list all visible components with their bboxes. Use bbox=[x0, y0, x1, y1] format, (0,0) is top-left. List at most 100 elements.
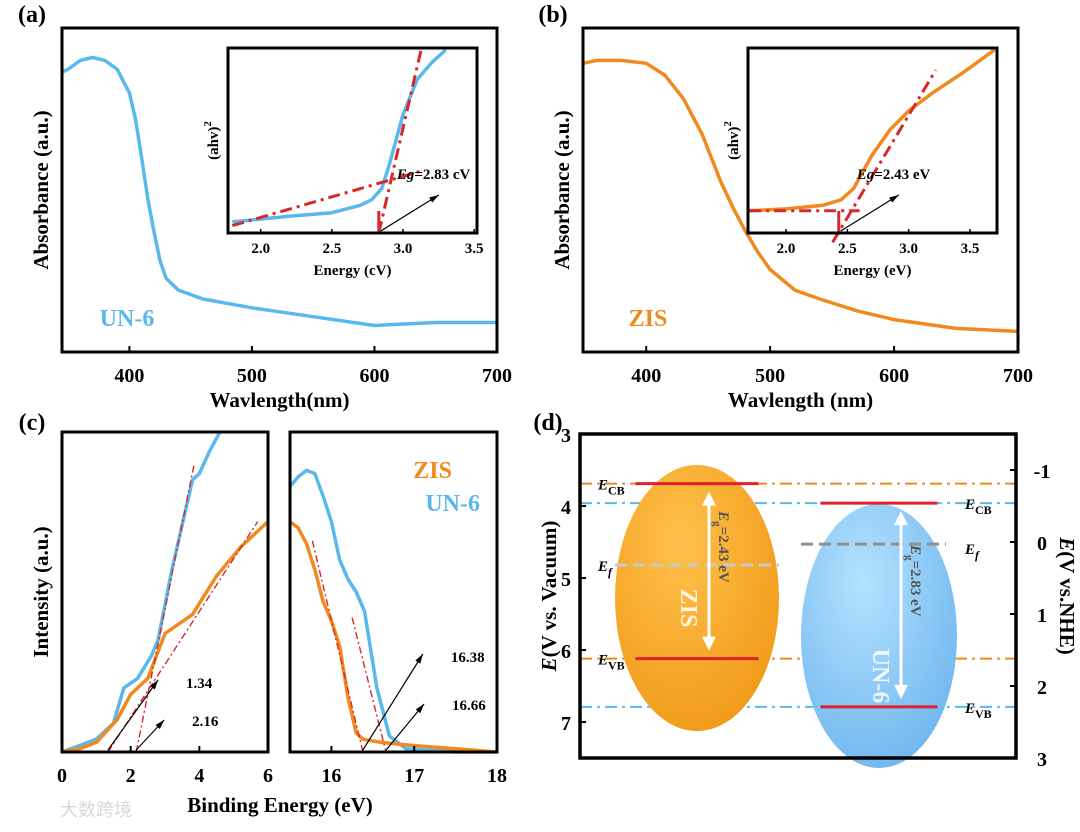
eg-arrow bbox=[840, 194, 900, 232]
right-axis-text: (V vs.NHE) bbox=[1055, 551, 1079, 654]
panel-label-a: (a) bbox=[18, 2, 46, 28]
right-tick-label: 1 bbox=[1037, 605, 1047, 627]
right-tick-label: -1 bbox=[1034, 461, 1051, 483]
e-symbol: E bbox=[597, 559, 608, 575]
e-symbol: E bbox=[964, 497, 975, 513]
panel-label-c: (c) bbox=[19, 410, 46, 436]
left-tick-label: 4 bbox=[561, 497, 571, 519]
fit-line bbox=[311, 540, 364, 753]
left-tick-label: 7 bbox=[561, 713, 571, 735]
bandgap-label: Eg=2.83 eV bbox=[903, 544, 923, 617]
annotation-arrow bbox=[362, 653, 424, 751]
fermi-label: Ef bbox=[597, 559, 613, 579]
x-tick-label: 400 bbox=[631, 365, 661, 387]
x-tick-label: 400 bbox=[114, 365, 144, 387]
x-axis-label: Wavlength (nm) bbox=[728, 388, 873, 412]
fit-line bbox=[231, 168, 425, 228]
arrow-head-down bbox=[702, 636, 716, 651]
e-symbol: E bbox=[537, 657, 561, 672]
subscript: CB bbox=[608, 484, 625, 498]
plot-frame-c-right bbox=[288, 430, 499, 754]
x-axis-label: Binding Energy (eV) bbox=[187, 793, 373, 817]
legend-label-zis: ZIS bbox=[413, 458, 452, 484]
plot-frame-d bbox=[578, 432, 1018, 760]
legend-label: ZIS bbox=[629, 306, 668, 332]
annotation-arrow-head bbox=[415, 654, 423, 664]
series-line-zis bbox=[582, 58, 1019, 334]
annotation-label: 16.66 bbox=[452, 698, 486, 714]
inset-x-tick-label: 2.0 bbox=[777, 241, 796, 257]
left-axis-text: (V vs. Vacuum) bbox=[537, 521, 561, 658]
g-subscript: g bbox=[903, 555, 915, 561]
g-subscript: g bbox=[711, 521, 723, 527]
right-tick-label: 0 bbox=[1037, 533, 1047, 555]
inset-curve bbox=[232, 48, 447, 224]
x-tick-label: 500 bbox=[755, 365, 785, 387]
plot-frame-b bbox=[581, 26, 1020, 354]
inset-frame-a bbox=[226, 46, 479, 235]
series-line-un-6-left bbox=[61, 431, 222, 754]
arrow-head-up bbox=[894, 511, 908, 526]
material-label: ZIS bbox=[675, 589, 701, 628]
material-label: UN-6 bbox=[867, 649, 893, 704]
inset-x-tick-label: 3.5 bbox=[961, 241, 980, 257]
fit-line bbox=[377, 47, 423, 234]
bandgap-label: Eg=2.43 eV bbox=[711, 510, 731, 583]
inset-y-axis-label: (ahv)2 bbox=[202, 121, 222, 160]
left-tick-label: 5 bbox=[561, 569, 571, 591]
vb-label: EVB bbox=[964, 701, 992, 721]
subscript: VB bbox=[975, 707, 992, 721]
x-tick-label: 18 bbox=[487, 765, 507, 787]
inset-curve bbox=[749, 48, 996, 213]
arrow-head-down bbox=[894, 684, 908, 699]
inset-bg bbox=[228, 48, 477, 233]
left-axis-label: E(V vs. Vacuum) bbox=[537, 521, 561, 673]
inset-x-tick-label: 2.5 bbox=[322, 241, 341, 257]
vb-label: EVB bbox=[597, 653, 625, 673]
legend-label: UN-6 bbox=[100, 306, 155, 332]
annotation-arrow-head bbox=[150, 680, 159, 690]
annotation-label: 16.38 bbox=[451, 650, 485, 666]
e-symbol: E bbox=[907, 544, 923, 555]
cb-label: ECB bbox=[964, 497, 992, 517]
subscript: f bbox=[608, 565, 613, 579]
inset-x-tick-label: 3.5 bbox=[465, 241, 484, 257]
inset-y-label-sup: 2 bbox=[202, 121, 214, 127]
eg-annotation: Eg=2.43 eV bbox=[856, 167, 931, 183]
left-tick-label: 3 bbox=[561, 425, 571, 447]
annotation-arrow-head bbox=[155, 720, 165, 730]
subscript: VB bbox=[608, 659, 625, 673]
x-tick-label: 4 bbox=[194, 765, 204, 787]
arrow-head-up bbox=[702, 491, 716, 506]
panel-label-b: (b) bbox=[538, 2, 567, 28]
inset-frame-b bbox=[746, 46, 999, 235]
eg-annotation: Eg=2.83 cV bbox=[396, 167, 471, 183]
x-tick-label: 16 bbox=[321, 765, 341, 787]
e-symbol: E bbox=[964, 542, 975, 558]
eg-arrow bbox=[380, 194, 440, 232]
inset-x-tick-label: 2.5 bbox=[838, 241, 857, 257]
x-tick-label: 700 bbox=[482, 365, 512, 387]
annotation-arrow bbox=[385, 703, 425, 751]
right-tick-label: 2 bbox=[1037, 677, 1047, 699]
y-axis-label: Intensity (a.u.) bbox=[29, 526, 53, 657]
x-tick-label: 2 bbox=[126, 765, 136, 787]
cb-label: ECB bbox=[597, 478, 625, 498]
inset-y-label-base: (ahv) bbox=[206, 127, 222, 160]
plot-frame-a bbox=[60, 26, 499, 354]
e-symbol: E bbox=[964, 701, 975, 717]
eg-symbol: Eg bbox=[856, 167, 875, 183]
subscript: f bbox=[975, 548, 980, 562]
left-tick-label: 6 bbox=[561, 641, 571, 663]
x-tick-label: 500 bbox=[237, 365, 267, 387]
fit-line bbox=[107, 521, 259, 753]
fit-line bbox=[135, 463, 195, 753]
eg-arrow-head bbox=[429, 195, 439, 203]
e-symbol: E bbox=[1055, 536, 1079, 551]
y-axis-label: Absorbance (a.u.) bbox=[550, 110, 574, 269]
bandgap-value: =2.43 eV bbox=[715, 527, 731, 583]
legend-label-un6: UN-6 bbox=[425, 491, 480, 517]
inset-y-label-sup: 2 bbox=[722, 121, 734, 127]
x-axis-label: Wavlength(nm) bbox=[209, 388, 349, 412]
y-axis-label: Absorbance (a.u.) bbox=[29, 110, 53, 269]
